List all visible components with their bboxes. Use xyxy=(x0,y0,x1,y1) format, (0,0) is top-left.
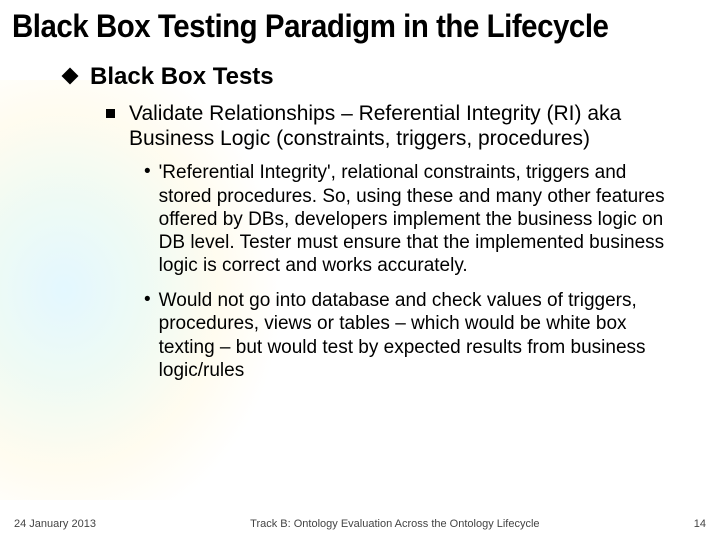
dot-icon: • xyxy=(144,161,151,184)
level3a-text: 'Referential Integrity', relational cons… xyxy=(159,161,668,277)
footer: 24 January 2013 Track B: Ontology Evalua… xyxy=(0,518,720,530)
slide-title: Black Box Testing Paradigm in the Lifecy… xyxy=(12,8,652,45)
footer-date: 24 January 2013 xyxy=(14,518,96,530)
square-icon xyxy=(106,109,115,118)
bullet-level3-b: • Would not go into database and check v… xyxy=(144,289,668,382)
diamond-icon xyxy=(62,68,79,85)
level3b-text: Would not go into database and check val… xyxy=(159,289,668,382)
footer-center: Track B: Ontology Evaluation Across the … xyxy=(96,518,694,530)
bullet-level1: Black Box Tests xyxy=(64,63,708,91)
dot-icon: • xyxy=(144,289,151,312)
level1-text: Black Box Tests xyxy=(90,63,274,91)
bullet-level3-a: • 'Referential Integrity', relational co… xyxy=(144,161,668,277)
footer-page-number: 14 xyxy=(694,518,706,530)
slide: Black Box Testing Paradigm in the Lifecy… xyxy=(0,0,720,540)
level2-text: Validate Relationships – Referential Int… xyxy=(129,101,678,151)
bullet-level2: Validate Relationships – Referential Int… xyxy=(106,101,678,151)
